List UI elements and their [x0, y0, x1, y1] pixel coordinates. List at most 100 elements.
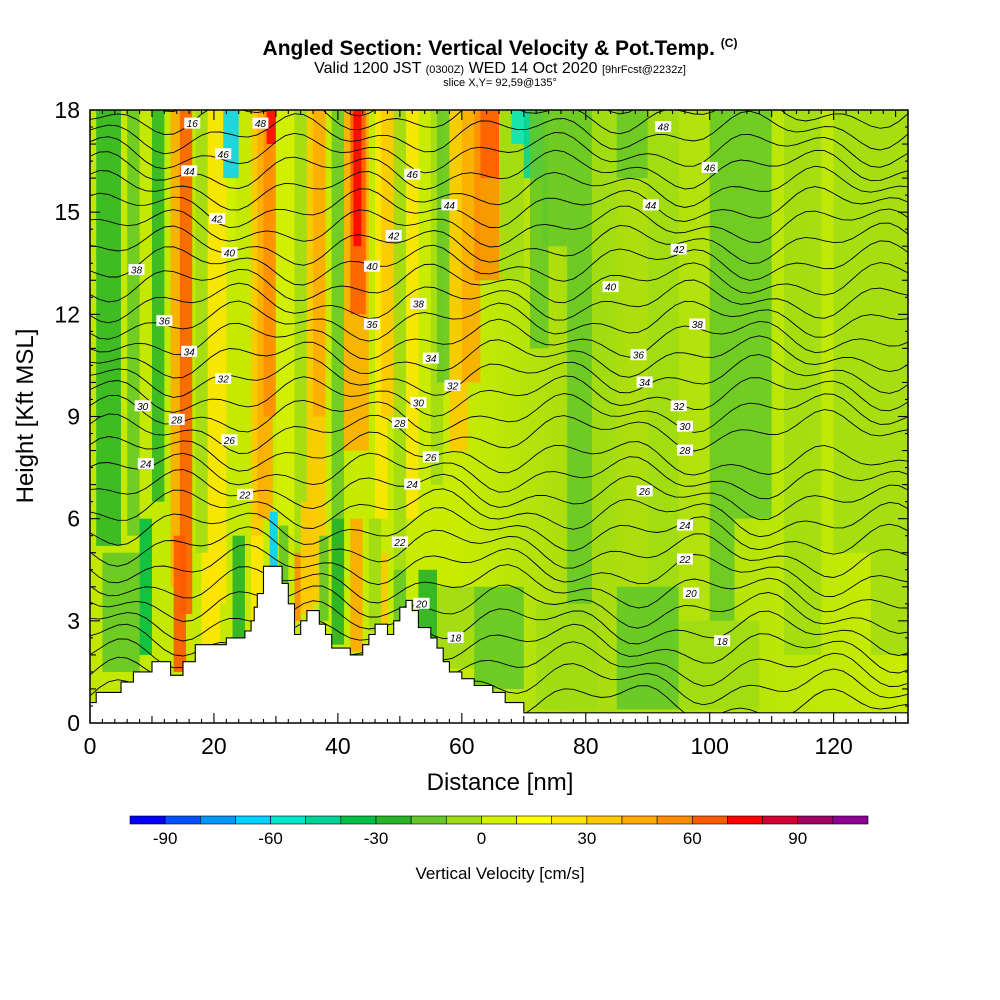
- velocity-streak: [437, 110, 450, 383]
- slice-info: slice X,Y= 92,59@135°: [443, 77, 557, 89]
- velocity-cell: [232, 535, 245, 642]
- contour-label: 26: [221, 434, 238, 447]
- contour-label-text: 28: [393, 419, 406, 430]
- velocity-cell: [269, 511, 278, 615]
- temperature-contour: [90, 526, 908, 578]
- colorbar-swatch: [586, 815, 623, 825]
- contour-label-text: 42: [211, 214, 223, 225]
- contour-label-box: [236, 488, 253, 500]
- contour-label-box: [363, 318, 380, 330]
- velocity-streak: [833, 110, 871, 553]
- temperature-contour: [90, 375, 908, 417]
- contour-label-box: [676, 420, 693, 432]
- contour-label-box: [642, 199, 659, 211]
- contour-label: 48: [252, 117, 269, 130]
- chart-subtitle: Valid 1200 JST (0300Z) WED 14 Oct 2020 […: [314, 60, 686, 77]
- terrain-profile: [89, 565, 909, 724]
- temperature-contour: [90, 452, 908, 500]
- contour-label-box: [252, 117, 269, 129]
- velocity-streak: [511, 110, 527, 145]
- contour-label-box: [422, 451, 439, 463]
- contour-label-text: 18: [717, 637, 729, 648]
- contour-label-text: 38: [692, 320, 704, 331]
- contour-label-box: [404, 168, 421, 180]
- velocity-cell: [300, 501, 314, 615]
- velocity-cell: [102, 552, 140, 672]
- contour-label-box: [215, 148, 232, 160]
- colorbar-swatch: [481, 815, 517, 825]
- temperature-contour: [90, 165, 908, 211]
- y-tick-label: 9: [67, 404, 80, 430]
- contour-label-text: 42: [388, 232, 400, 243]
- velocity-cell: [536, 603, 599, 710]
- colorbar-swatch: [164, 815, 201, 825]
- contour-label: 32: [444, 379, 461, 392]
- contour-label-box: [670, 243, 687, 255]
- x-tick-label: 60: [449, 733, 475, 759]
- terrain: [89, 565, 909, 724]
- temperature-contour: [90, 300, 908, 342]
- velocity-streak: [179, 110, 193, 615]
- colorbar-swatch: [445, 815, 482, 825]
- contour-label: 44: [642, 199, 659, 212]
- contour-label: 36: [156, 315, 173, 328]
- contour-label-box: [444, 379, 461, 391]
- contour-label: 26: [422, 451, 439, 464]
- contour-label-box: [714, 635, 731, 647]
- contour-label: 34: [422, 352, 439, 365]
- temperature-contour: [90, 186, 908, 229]
- potential-temperature-contours: [90, 110, 908, 720]
- contour-label-box: [676, 444, 693, 456]
- velocity-streak: [734, 110, 772, 519]
- contour-label: 40: [602, 281, 619, 294]
- contour-label-box: [670, 400, 687, 412]
- contour-label: 38: [689, 318, 706, 331]
- velocity-streak: [195, 110, 208, 553]
- contour-label-box: [221, 434, 238, 446]
- contour-label-text: 30: [137, 402, 149, 413]
- x-tick-label: 40: [325, 733, 351, 759]
- colorbar-swatch: [375, 815, 412, 825]
- colorbar-tick-label: 0: [477, 829, 486, 848]
- contour-label-text: 46: [407, 170, 419, 181]
- contour-label: 40: [363, 260, 380, 273]
- contour-label-box: [422, 352, 439, 364]
- contour-label-text: 20: [415, 599, 428, 610]
- contour-label-text: 48: [255, 119, 267, 130]
- temperature-contour: [90, 431, 908, 476]
- velocity-streak: [263, 110, 276, 417]
- contour-label-text: 26: [638, 487, 651, 498]
- y-tick-label: 15: [54, 199, 80, 225]
- contour-label: 30: [410, 396, 427, 409]
- x-tick-label: 80: [573, 733, 599, 759]
- velocity-cell: [319, 535, 329, 621]
- colorbar-swatch: [270, 815, 307, 825]
- contour-label-text: 36: [633, 351, 645, 362]
- temperature-contour: [90, 110, 908, 155]
- contour-label-box: [676, 519, 693, 531]
- y-axis-label: Height [Kft MSL]: [12, 329, 39, 504]
- contour-label-box: [128, 264, 145, 276]
- contour-label-box: [209, 212, 226, 224]
- contour-label: 24: [137, 458, 154, 471]
- contour-label: 30: [676, 420, 693, 433]
- contour-label-box: [655, 121, 672, 133]
- temperature-contour: [90, 149, 908, 190]
- contour-label-text: 30: [413, 398, 425, 409]
- colorbar-swatch: [621, 815, 658, 825]
- contour-label-text: 32: [673, 402, 685, 413]
- colorbar-tick-label: -60: [258, 829, 283, 848]
- temperature-contour: [90, 564, 908, 613]
- contour-label-box: [410, 396, 427, 408]
- velocity-cell: [201, 552, 221, 649]
- contour-label-box: [221, 247, 238, 259]
- contour-label: 46: [404, 168, 421, 181]
- contour-label: 40: [221, 247, 238, 260]
- velocity-streak: [480, 110, 499, 179]
- contour-label-text: 36: [366, 320, 378, 331]
- colorbar-swatch: [199, 815, 236, 825]
- y-tick-label: 0: [67, 710, 80, 736]
- velocity-cell: [381, 552, 388, 628]
- contour-label-text: 38: [413, 300, 425, 311]
- contour-label-text: 32: [218, 375, 230, 386]
